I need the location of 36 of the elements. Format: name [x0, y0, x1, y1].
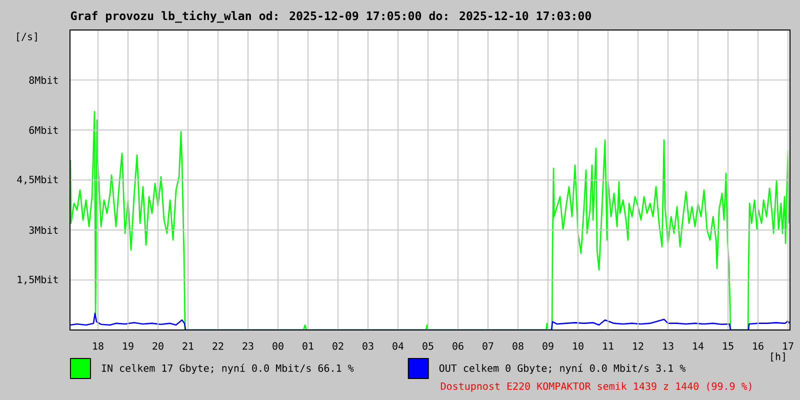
x-tick-label: 08 — [512, 342, 524, 350]
x-tick-label: 21 — [182, 342, 194, 350]
x-tick-label: 00 — [272, 342, 284, 350]
x-tick-label: 13 — [663, 342, 674, 350]
x-axis-title: [h] — [771, 352, 785, 362]
x-tick-label: 11 — [603, 342, 614, 350]
y-tick-label: 1,5Mbit — [18, 276, 58, 284]
x-tick-label: 01 — [302, 342, 314, 350]
line-series — [70, 111, 790, 330]
x-tick-label: 06 — [452, 342, 464, 350]
y-axis-title: [/s] — [17, 32, 37, 42]
legend-label: OUT celkem 0 Gbyte; nyní 0.0 Mbit/s 3.1 % — [439, 364, 686, 374]
x-tick-label: 10 — [573, 342, 584, 350]
y-tick-label: 6Mbit — [29, 126, 58, 134]
legend-label: IN celkem 17 Gbyte; nyní 0.0 Mbit/s 66.1 % — [102, 364, 354, 374]
text: Dostupnost E220 KOMPAKTOR semik 1439 z 1440 (99.9 %) — [440, 382, 752, 392]
x-tick-label: 15 — [723, 342, 734, 350]
x-tick-label: 04 — [392, 342, 404, 350]
x-tick-label: 22 — [212, 342, 224, 350]
x-tick-label: 05 — [422, 342, 434, 350]
x-tick-label: 02 — [332, 342, 344, 350]
x-tick-label: 18 — [93, 342, 104, 350]
x-tick-label: 16 — [753, 342, 764, 350]
chart-title: Graf provozu lb_tichy_wlan od: 2025-12-09 17:05:00 do: 2025-12-10 17:03:00 — [70, 10, 591, 23]
x-tick-label: 17 — [783, 342, 794, 350]
y-tick-label: 3Mbit — [29, 226, 58, 234]
x-tick-label: 09 — [542, 342, 554, 350]
x-tick-label: 03 — [362, 342, 374, 350]
x-tick-label: 07 — [482, 342, 494, 350]
y-tick-label: 4,5Mbit — [17, 176, 58, 184]
y-tick-label: 8Mbit — [29, 76, 58, 84]
x-tick-label: 19 — [123, 342, 134, 350]
x-tick-label: 20 — [152, 342, 164, 350]
x-tick-label: 23 — [242, 342, 254, 350]
x-tick-label: 14 — [693, 342, 704, 350]
x-tick-label: 12 — [633, 342, 644, 350]
